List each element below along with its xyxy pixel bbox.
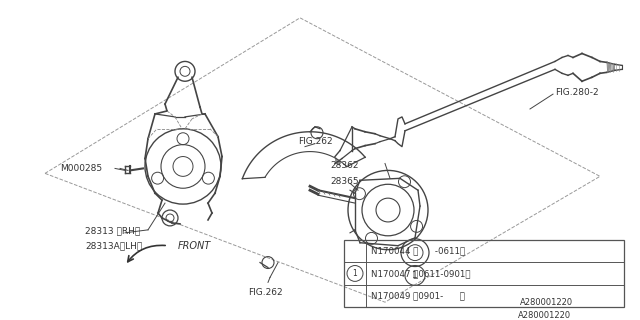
Text: N170049 （0901-      ）: N170049 （0901- ） <box>371 292 465 300</box>
Text: 1: 1 <box>353 269 357 278</box>
Text: FIG.262: FIG.262 <box>298 137 333 146</box>
Text: N170047 （0611-0901）: N170047 （0611-0901） <box>371 269 470 278</box>
Text: 28362: 28362 <box>330 161 358 170</box>
Text: 1: 1 <box>412 271 418 280</box>
Text: N170044 （      -0611）: N170044 （ -0611） <box>371 246 465 255</box>
Text: 28313 〈RH〉: 28313 〈RH〉 <box>85 226 140 235</box>
Text: A280001220: A280001220 <box>520 298 573 307</box>
Text: FRONT: FRONT <box>178 241 211 251</box>
Text: 28313A〈LH〉: 28313A〈LH〉 <box>85 241 142 250</box>
Text: M000285: M000285 <box>60 164 102 173</box>
Bar <box>344 240 624 307</box>
Text: 28365: 28365 <box>330 177 358 186</box>
Text: A280001220: A280001220 <box>518 310 572 320</box>
Text: FIG.280-2: FIG.280-2 <box>555 88 598 97</box>
Text: FIG.262: FIG.262 <box>248 288 282 297</box>
